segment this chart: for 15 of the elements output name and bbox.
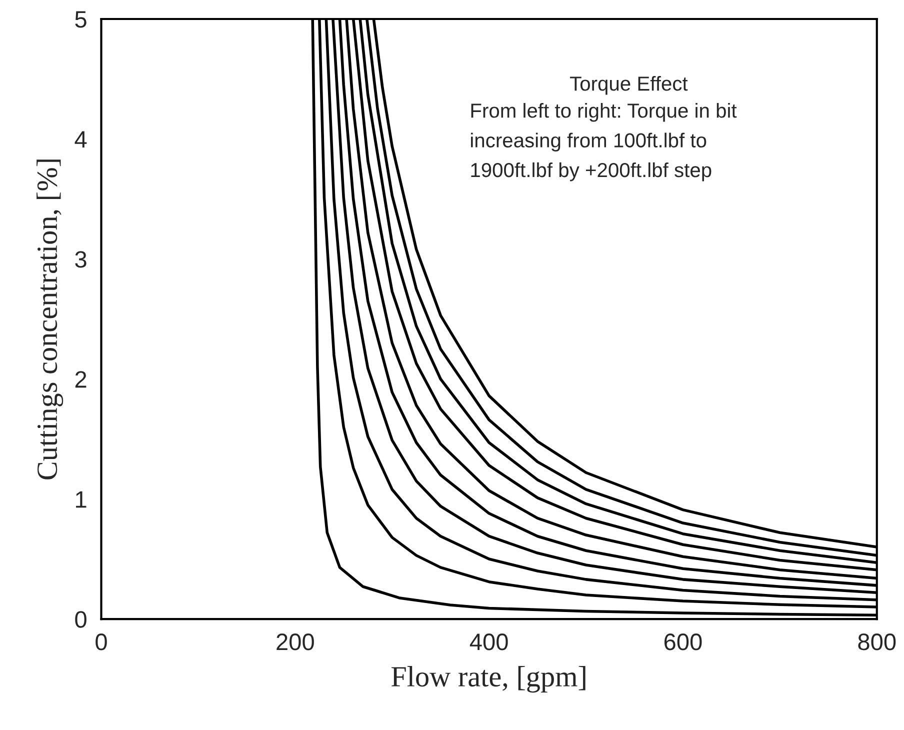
x-tick-label: 0 bbox=[96, 634, 107, 650]
x-tick-label: 200 bbox=[276, 634, 314, 650]
y-tick-label: 5 bbox=[75, 11, 86, 28]
x-tick-label: 800 bbox=[858, 634, 896, 650]
x-tick-label: 600 bbox=[664, 634, 702, 650]
y-tick-label: 2 bbox=[75, 371, 86, 388]
y-tick-label: 4 bbox=[74, 131, 87, 148]
y-tick-label: 3 bbox=[75, 251, 86, 268]
x-axis-title: Flow rate, [gpm] bbox=[391, 666, 586, 693]
annotation: From left to right: Torque in bit increasing from 100ft.lbf to 1900ft.lbf by +200ft.lbf step bbox=[471, 102, 737, 182]
y-tick-label: 0 bbox=[75, 611, 86, 628]
y-axis-title: Cuttings concentration, [%] bbox=[36, 160, 64, 480]
annotation: Torque Effect bbox=[570, 76, 688, 95]
x-tick-label: 400 bbox=[470, 634, 508, 650]
y-tick-label: 1 bbox=[76, 491, 86, 508]
